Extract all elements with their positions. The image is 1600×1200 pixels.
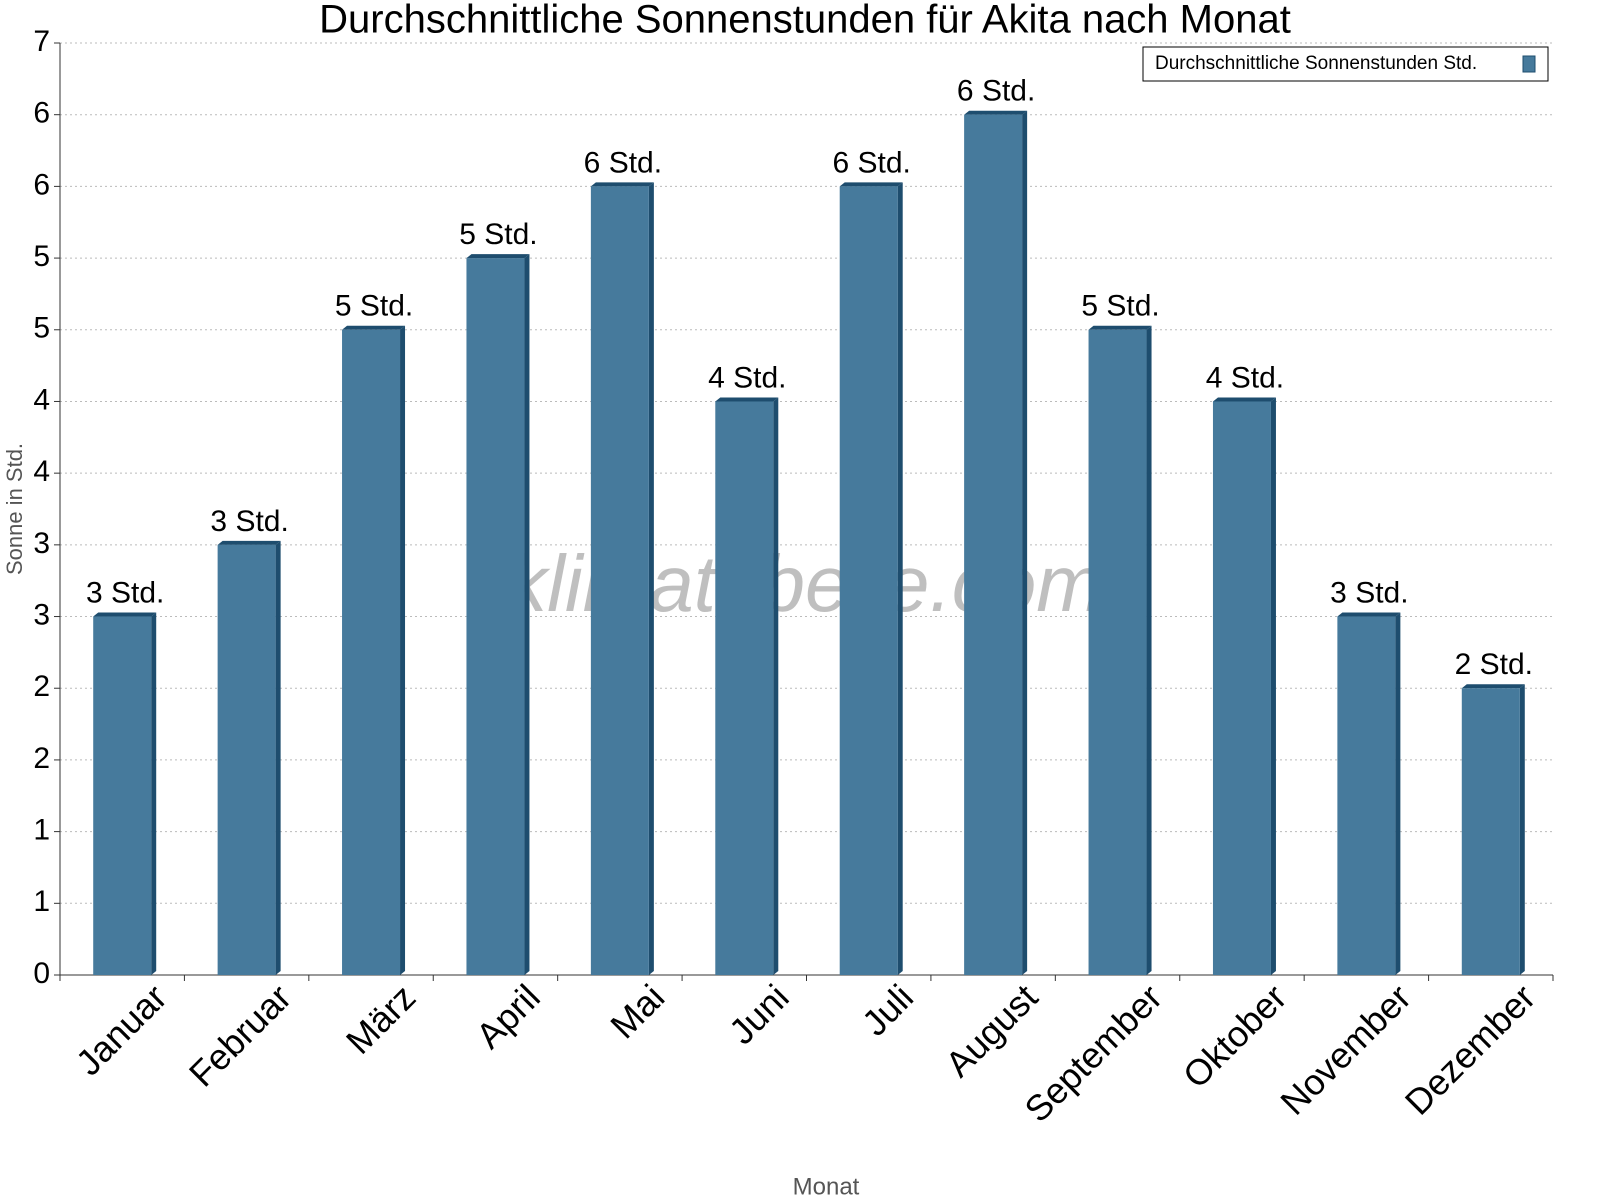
- y-tick-label: 3: [33, 527, 50, 560]
- bar: [590, 186, 649, 975]
- bar-top: [715, 397, 779, 402]
- bar: [1212, 401, 1271, 975]
- y-tick-label: 5: [33, 312, 50, 345]
- bar-top: [1337, 612, 1401, 617]
- data-label: 3 Std.: [86, 576, 164, 609]
- data-label: 4 Std.: [708, 361, 786, 394]
- bar: [93, 616, 152, 975]
- chart-title: Durchschnittliche Sonnenstunden für Akit…: [319, 0, 1291, 42]
- bar: [466, 258, 525, 976]
- bar-top: [839, 182, 903, 187]
- bar-side: [524, 254, 530, 976]
- data-label: 5 Std.: [335, 290, 413, 323]
- bar: [1337, 616, 1396, 975]
- bar-top: [342, 325, 406, 330]
- data-label: 3 Std.: [210, 505, 288, 538]
- x-axis-title: Monat: [793, 1173, 860, 1200]
- y-axis-title: Sonne in Std.: [2, 443, 27, 575]
- bar-top: [1088, 325, 1152, 330]
- bar: [342, 329, 401, 975]
- legend-label: Durchschnittliche Sonnenstunden Std.: [1155, 53, 1477, 74]
- legend-swatch: [1522, 55, 1536, 73]
- y-tick-label: 0: [33, 957, 50, 990]
- data-label: 4 Std.: [1206, 361, 1284, 394]
- bar-top: [590, 182, 654, 187]
- y-tick-label: 2: [33, 742, 50, 775]
- bar-side: [1146, 325, 1152, 975]
- y-tick-label: 6: [33, 168, 50, 201]
- bar-side: [275, 540, 281, 975]
- y-tick-label: 3: [33, 598, 50, 631]
- data-label: 3 Std.: [1330, 576, 1408, 609]
- y-tick-label: 7: [33, 25, 50, 58]
- y-tick-label: 1: [33, 885, 50, 918]
- bar-side: [897, 182, 903, 975]
- y-tick-label: 4: [33, 383, 50, 416]
- bar-side: [400, 325, 406, 975]
- y-tick-label: 6: [33, 97, 50, 130]
- bar: [839, 186, 898, 975]
- legend-box: [1142, 46, 1549, 82]
- bar-top: [964, 110, 1028, 115]
- bar-side: [1519, 684, 1525, 975]
- bar: [964, 114, 1023, 975]
- bar-side: [1022, 110, 1028, 975]
- bar: [1088, 329, 1147, 975]
- data-label: 6 Std.: [957, 75, 1035, 108]
- y-tick-label: 2: [33, 670, 50, 703]
- bar-top: [466, 254, 530, 259]
- bar-side: [1270, 397, 1276, 975]
- data-label: 5 Std.: [459, 218, 537, 251]
- data-label: 2 Std.: [1455, 648, 1533, 681]
- bar-side: [1395, 612, 1401, 975]
- bar-top: [217, 540, 281, 545]
- y-tick-label: 4: [33, 455, 50, 488]
- bar-side: [773, 397, 779, 975]
- data-label: 6 Std.: [584, 146, 662, 179]
- data-label: 5 Std.: [1081, 290, 1159, 323]
- bar-side: [151, 612, 157, 975]
- y-tick-label: 5: [33, 240, 50, 273]
- bar-top: [1212, 397, 1276, 402]
- bar-top: [1461, 684, 1525, 689]
- bar: [217, 544, 276, 975]
- data-label: 6 Std.: [833, 146, 911, 179]
- bar-top: [93, 612, 157, 617]
- bar: [715, 401, 774, 975]
- y-tick-label: 1: [33, 814, 50, 847]
- bar: [1461, 688, 1520, 975]
- bar-side: [648, 182, 654, 975]
